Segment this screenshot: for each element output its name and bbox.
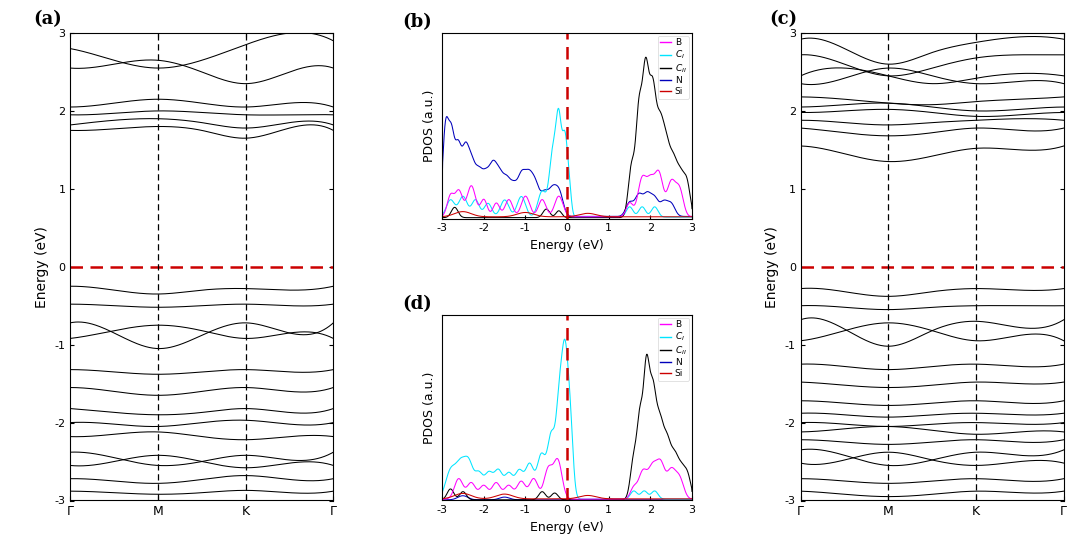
Text: (b): (b) <box>402 13 432 31</box>
Y-axis label: Energy (eV): Energy (eV) <box>35 226 49 307</box>
Y-axis label: PDOS (a.u.): PDOS (a.u.) <box>423 90 436 162</box>
Text: (d): (d) <box>402 295 432 313</box>
X-axis label: Energy (eV): Energy (eV) <box>530 521 604 534</box>
Text: (c): (c) <box>769 10 797 29</box>
Legend: B, $C_I$, $C_{II}$, N, Si: B, $C_I$, $C_{II}$, N, Si <box>658 318 689 381</box>
X-axis label: Energy (eV): Energy (eV) <box>530 239 604 252</box>
Y-axis label: PDOS (a.u.): PDOS (a.u.) <box>423 372 436 444</box>
Y-axis label: Energy (eV): Energy (eV) <box>765 226 779 307</box>
Legend: B, $C_I$, $C_{II}$, N, Si: B, $C_I$, $C_{II}$, N, Si <box>658 36 689 98</box>
Text: (a): (a) <box>33 10 63 29</box>
